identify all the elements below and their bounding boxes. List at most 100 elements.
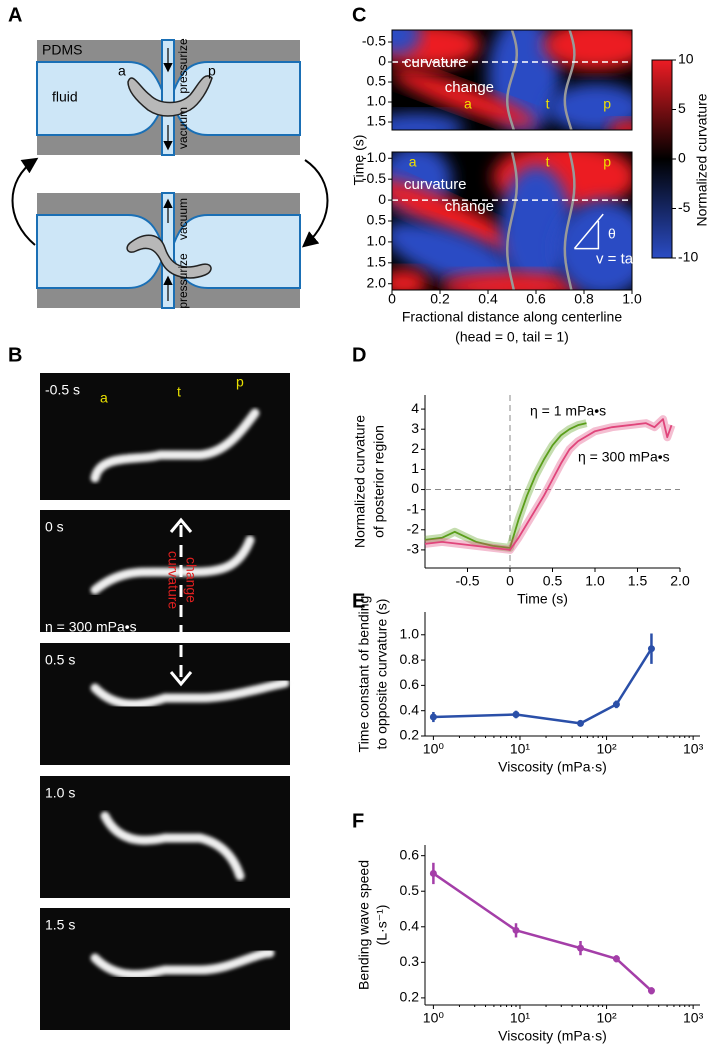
anterior-label: a <box>100 390 108 406</box>
heatmap-label: change <box>445 79 494 96</box>
colorbar-label: Normalized curvature <box>694 93 710 226</box>
x-axis-note: (head = 0, tail = 1) <box>455 329 569 345</box>
y-tick-label: 0 <box>411 480 419 496</box>
x-tick-label: 1.0 <box>585 573 605 589</box>
data-point <box>576 944 584 952</box>
flow-label: vacuum <box>176 198 190 240</box>
y-tick-label: 0.2 <box>400 727 420 743</box>
boundary-line <box>563 152 576 290</box>
heatmap-label: change <box>445 198 494 215</box>
y-tick-label: 3 <box>411 420 419 436</box>
image-frame: -0.5 s <box>40 373 290 500</box>
heatmap-blob <box>392 221 521 290</box>
y-tick-label: 0.2 <box>400 989 420 1005</box>
heatmap-label: curvature <box>404 54 467 71</box>
flow-label: pressurize <box>176 253 190 309</box>
series-line <box>424 418 673 551</box>
x-tick-label: 10² <box>596 741 617 757</box>
worm <box>90 408 260 483</box>
diagram-block: pressurize vacuum <box>36 38 301 156</box>
heatmap-label: p <box>603 154 611 170</box>
heatmap-blob <box>392 113 464 130</box>
frame-bg <box>40 643 290 765</box>
heatmap-blob <box>392 179 529 257</box>
change-label: curvature <box>165 551 181 610</box>
x-tick-label: 10² <box>596 1010 617 1026</box>
y-axis-label: Normalized curvature <box>352 415 368 548</box>
data-point <box>612 955 620 963</box>
y-tick-label: 1.0 <box>400 625 420 641</box>
worm <box>100 811 245 881</box>
data-point <box>612 700 620 708</box>
image-frame: 0.5 s <box>40 643 290 765</box>
heatmap-blob <box>392 269 428 290</box>
panel-label: B <box>8 344 22 366</box>
colorbar-tick-label: 10 <box>678 51 694 67</box>
y-tick-label: 0.6 <box>400 846 420 862</box>
image-frame: 1.5 s <box>40 908 290 1030</box>
x-axis-label: Fractional distance along centerline <box>402 309 622 325</box>
data-point <box>576 719 584 727</box>
heatmap-label: a <box>464 96 472 112</box>
colorbar <box>651 59 673 259</box>
x-tick-label: 0.4 <box>478 291 498 307</box>
panel-label: C <box>352 4 366 26</box>
data-point <box>429 869 437 877</box>
y-axis-label: Time constant of bending <box>356 596 372 753</box>
y-tick-label: 0.5 <box>400 882 420 898</box>
series-line <box>433 648 653 725</box>
y-tick-label: 0.5 <box>367 73 387 89</box>
x-tick-label: 10⁰ <box>423 741 445 757</box>
heatmap-blob <box>608 120 632 130</box>
y-tick-label: -1 <box>407 500 420 516</box>
x-tick-label: 10³ <box>683 741 704 757</box>
line-band <box>424 419 588 552</box>
y-tick-label: 0.6 <box>400 676 420 692</box>
fluid <box>36 39 301 156</box>
image-frame: 1.0 s <box>40 776 290 898</box>
heatmap-frame <box>391 29 633 131</box>
cycle-arrow <box>301 159 329 248</box>
series-line <box>432 872 653 992</box>
anterior-label: a <box>118 63 126 79</box>
heatmap-blob <box>543 30 632 70</box>
x-tick-label: -0.5 <box>455 573 479 589</box>
heatmap-label: v = tanθ <box>596 251 650 268</box>
flow-label: vacuum <box>176 107 190 149</box>
posterior-label: p <box>236 374 244 390</box>
heatmap-blob <box>500 165 572 290</box>
boundary-line <box>505 30 519 130</box>
image-frames: -0.5 s 0 s 0.5 s 1.0 s 1.5 s a t p η = 300 mPa•s… <box>40 373 290 1030</box>
y-tick-label: 0.5 <box>367 212 387 228</box>
y-tick-label: -0.5 <box>362 170 386 186</box>
boundary-line <box>505 152 519 290</box>
heatmap-label: p <box>603 96 611 112</box>
heatmap-blob <box>392 69 537 127</box>
data-point <box>647 645 655 653</box>
frame-time: 0.5 s <box>45 652 75 668</box>
y-tick-label: 1.0 <box>367 233 387 249</box>
y-tick-label: 1.0 <box>367 93 387 109</box>
x-tick-label: 10⁰ <box>423 1010 445 1026</box>
line-band <box>424 415 676 554</box>
frame-time: 0 s <box>45 519 64 535</box>
y-axis-label: of posterior region <box>371 425 387 538</box>
y-tick-label: -1.0 <box>362 149 386 165</box>
panel-label: E <box>352 590 365 612</box>
y-tick-label: 0 <box>378 53 386 69</box>
y-tick-label: 0 <box>378 191 386 207</box>
heatmap-label: t <box>546 96 550 112</box>
heatmap <box>392 152 632 290</box>
posterior-label: p <box>208 63 216 79</box>
colorbar-tick-label: 5 <box>678 100 686 116</box>
y-tick-label: 4 <box>411 400 419 416</box>
frame-bg <box>40 373 290 500</box>
slope-mark <box>573 213 604 250</box>
panel-label: F <box>352 810 364 832</box>
y-tick-label: 2.0 <box>367 274 387 290</box>
x-tick-label: 0.6 <box>526 291 546 307</box>
frame-time: 1.0 s <box>45 785 75 801</box>
tail-label: t <box>177 384 181 400</box>
